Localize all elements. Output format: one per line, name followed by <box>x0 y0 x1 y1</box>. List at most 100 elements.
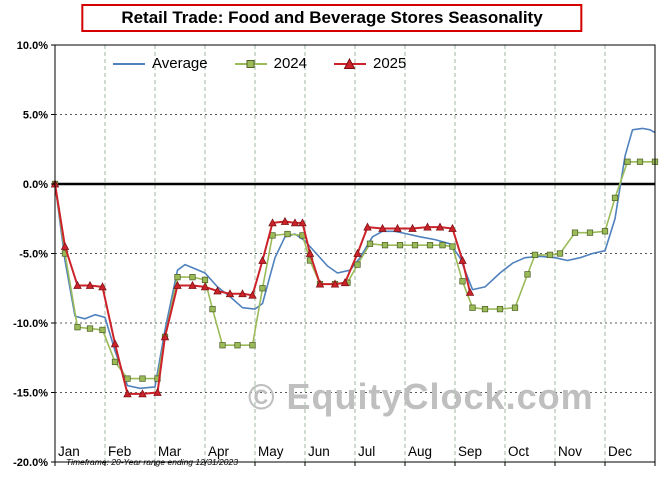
series-line-2025 <box>54 183 471 395</box>
marker-triangle <box>60 241 70 250</box>
x-axis-label: Jan <box>58 444 80 459</box>
marker-triangle <box>435 222 445 231</box>
marker-square <box>481 305 489 313</box>
x-axis-label: Feb <box>108 444 131 459</box>
marker-square <box>459 278 466 285</box>
marker-square <box>189 274 196 281</box>
marker-triangle <box>213 286 222 295</box>
marker-square <box>74 324 81 331</box>
marker-square <box>201 276 209 284</box>
marker-triangle <box>225 289 235 298</box>
marker-triangle <box>138 389 147 398</box>
marker-triangle <box>393 223 402 232</box>
marker-triangle <box>123 389 132 398</box>
marker-triangle <box>280 216 290 225</box>
marker-square <box>284 230 291 238</box>
legend: Average 2024 2025 <box>112 55 406 72</box>
y-axis-label: -5.0% <box>19 249 48 261</box>
legend-label-2024: 2024 <box>273 55 307 72</box>
marker-square <box>449 243 456 250</box>
marker-triangle <box>238 289 247 298</box>
marker-triangle <box>330 279 340 288</box>
y-axis-label: -10.0% <box>13 318 48 330</box>
marker-square <box>249 342 256 349</box>
marker-triangle <box>200 282 210 291</box>
marker-square <box>469 304 476 311</box>
x-axis-label: May <box>258 444 284 459</box>
y-axis-label: -15.0% <box>13 388 48 400</box>
marker-square <box>531 251 539 259</box>
marker-square <box>111 358 119 366</box>
x-axis-label: Aug <box>408 444 432 459</box>
marker-triangle <box>248 290 257 299</box>
marker-triangle <box>153 387 162 396</box>
marker-square <box>524 271 531 278</box>
x-axis-label: Apr <box>208 444 230 459</box>
y-axis-label: -20.0% <box>13 457 48 469</box>
chart-title: Retail Trade: Food and Beverage Stores S… <box>81 4 583 32</box>
marker-square <box>601 228 609 235</box>
marker-triangle <box>188 280 197 289</box>
marker-triangle <box>298 218 307 227</box>
square-marker-icon <box>234 59 267 68</box>
marker-square <box>511 304 519 311</box>
marker-triangle <box>305 248 315 257</box>
marker-square <box>381 242 389 249</box>
marker-triangle <box>378 223 387 232</box>
marker-square <box>139 375 146 382</box>
marker-triangle <box>73 280 82 289</box>
marker-square <box>396 242 404 249</box>
x-axis-label: Nov <box>558 444 582 459</box>
marker-triangle <box>408 223 417 232</box>
y-axis-label: 0.0% <box>23 179 48 191</box>
marker-square <box>86 325 94 332</box>
marker-square <box>99 326 106 334</box>
x-axis-label: Jun <box>308 444 330 459</box>
marker-triangle <box>465 287 475 296</box>
marker-square <box>496 305 504 313</box>
series-line-Average <box>54 127 656 390</box>
marker-triangle <box>363 222 372 231</box>
x-axis-label: Dec <box>608 444 632 459</box>
legend-label-average: Average <box>152 55 208 72</box>
marker-square <box>439 242 446 249</box>
x-axis-label: Sep <box>458 444 482 459</box>
marker-square <box>124 375 131 382</box>
marker-triangle <box>353 248 362 257</box>
marker-square <box>411 242 419 249</box>
marker-triangle <box>290 218 300 227</box>
marker-triangle <box>268 218 277 227</box>
marker-square <box>366 240 374 247</box>
marker-triangle <box>423 222 432 231</box>
y-axis-label: 5.0% <box>23 110 48 122</box>
marker-square <box>219 342 226 349</box>
marker-triangle <box>110 339 120 348</box>
marker-square <box>259 285 266 292</box>
x-axis-label: Mar <box>158 444 182 459</box>
x-axis-label: Jul <box>358 444 375 459</box>
legend-item-average: Average <box>112 55 208 72</box>
marker-triangle <box>315 279 325 288</box>
legend-item-2024: 2024 <box>234 55 307 72</box>
marker-square <box>611 194 619 202</box>
marker-square <box>624 158 631 165</box>
legend-item-2025: 2025 <box>333 55 406 72</box>
marker-square <box>556 250 564 257</box>
average-line-icon <box>113 62 145 65</box>
marker-triangle <box>258 255 267 264</box>
legend-label-2025: 2025 <box>372 55 407 72</box>
marker-square <box>546 251 554 259</box>
marker-triangle <box>448 223 457 232</box>
marker-square <box>636 158 644 165</box>
marker-triangle <box>85 280 95 289</box>
marker-triangle <box>340 278 350 287</box>
marker-square <box>426 242 434 249</box>
marker-square <box>174 274 181 281</box>
marker-square <box>354 261 361 268</box>
marker-triangle <box>173 280 182 289</box>
x-axis-label: Oct <box>508 444 529 459</box>
triangle-marker-icon <box>333 57 366 69</box>
marker-triangle <box>98 282 107 291</box>
